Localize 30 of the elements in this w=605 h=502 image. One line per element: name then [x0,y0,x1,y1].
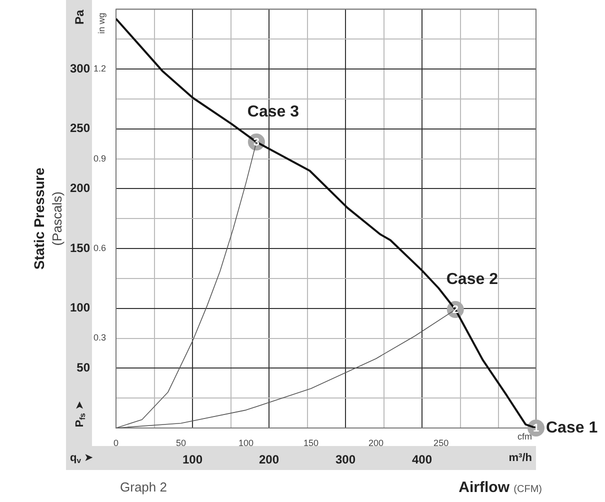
caption: Graph 2 [120,480,167,495]
y-axis-title: Static Pressure (Pascals) [30,167,65,270]
x-tick-label: 100 [238,438,254,448]
text: cfm [518,431,532,442]
y2-axis-title: in wg [96,12,106,34]
x-tick-label: 50 [176,438,186,448]
y-tick-label: 100 [70,300,90,315]
text: Pa [72,10,86,25]
x-tick-label: 250 [434,438,449,448]
x-tick-label: 200 [368,438,384,448]
y2-tick-label: 0.3 [93,332,106,343]
annotation: Case 1 [546,419,598,436]
y2-tick-label: 0.6 [93,243,106,253]
y-tick-label: 150 [70,240,90,255]
x2-tick-label: 200 [258,452,280,467]
y-tick-label: 300 [70,61,90,76]
x-tick-label: 150 [304,438,319,448]
x2-tick-label: 400 [412,452,432,467]
y2-tick-label: 1.2 [93,64,106,74]
x2-axis-title: m³/h [508,452,532,464]
x-tick-label: 0 [113,438,119,448]
annotation: 1 [532,422,540,435]
annotation: Case 2 [446,270,498,288]
x2-tick-label: 300 [335,452,356,467]
y-tick-label: 200 [70,181,90,195]
y2-tick-label: 0.9 [93,153,106,164]
y-tick-label: 250 [70,121,90,136]
x-axis-title: Airflow (CFM) [458,479,542,496]
x2-tick-label: 100 [182,452,203,467]
y-tick-label: 50 [76,360,90,374]
